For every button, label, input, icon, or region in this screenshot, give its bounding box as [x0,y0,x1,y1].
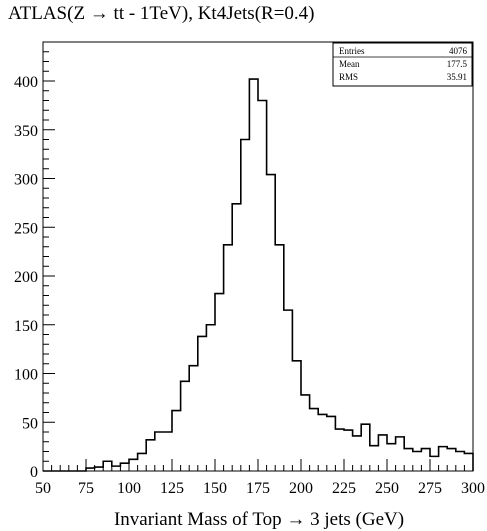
histogram-bin [413,452,422,472]
x-tick-label: 50 [35,480,51,497]
stats-entries-label: Entries [339,46,365,56]
histogram-bin [267,175,276,471]
x-tick-label: 275 [418,480,442,497]
stats-rms-value: 35.91 [447,72,467,82]
y-tick-label: 250 [14,220,38,237]
histogram-bin [232,204,241,471]
histogram-bin [378,435,387,471]
histogram-bin [361,424,370,471]
y-tick-label: 50 [22,415,38,432]
histogram-bin [344,430,353,471]
histogram-bin [172,411,181,471]
histogram-bin [189,366,198,471]
y-tick-label: 0 [30,464,38,481]
stats-mean-label: Mean [339,59,360,69]
y-tick-label: 150 [14,318,38,335]
histogram-bin [318,414,327,471]
stats-entries-value: 4076 [449,46,468,56]
histogram-bin [447,449,456,471]
x-tick-label: 300 [461,480,485,497]
histogram-bin [215,294,224,471]
y-tick-label: 100 [14,367,38,384]
x-tick-label: 125 [160,480,184,497]
histogram-bin [138,453,147,471]
histogram-bin [301,395,310,471]
histogram-bin [430,456,439,471]
stats-box: Entries 4076 Mean 177.5 RMS 35.91 [332,42,473,87]
histogram-bin [181,381,190,471]
histogram-bin [129,459,138,471]
histogram-bin [439,447,448,471]
histogram-bin [275,245,284,471]
x-axis-label: Invariant Mass of Top → 3 jets (GeV) [114,509,404,530]
histogram-bin [310,409,319,471]
histogram-bin [120,463,129,471]
histogram-bin [353,436,362,471]
histogram-bin [224,245,233,471]
histogram-bin [198,336,207,471]
x-tick-label: 175 [246,480,270,497]
stats-box-frame [332,42,473,87]
histogram-bin [327,416,336,471]
stats-rms-label: RMS [339,72,358,82]
y-tick-label: 300 [14,172,38,189]
histogram-bin [258,101,267,472]
x-tick-label: 100 [117,480,141,497]
histogram-bin [387,444,396,471]
axis-tick-labels: 50 75 100 125 150 175 200 225 250 275 300050100150… [14,74,485,497]
histogram-bins [86,79,473,471]
histogram-bin [292,361,301,471]
histogram-bin [456,452,465,472]
histogram-bin [249,79,258,471]
histogram-bin [421,449,430,471]
histogram-bin [370,446,379,471]
y-tick-label: 200 [14,269,38,286]
y-tick-label: 350 [14,123,38,140]
histogram-bin [146,440,155,471]
x-tick-label: 200 [289,480,313,497]
x-tick-label: 150 [203,480,227,497]
histogram-bin [404,449,413,471]
chart-title: ATLAS(Z → tt - 1TeV), Kt4Jets(R=0.4) [8,3,315,24]
histogram-bin [206,325,215,471]
histogram-bin [103,461,112,471]
histogram-outline [43,78,474,472]
histogram-bin [163,432,172,471]
histogram-bin [396,437,405,471]
x-tick-label: 225 [332,480,356,497]
histogram-bin [155,432,164,471]
histogram-bin [335,429,344,471]
histogram-bin [464,453,473,471]
histogram-bin [241,140,250,472]
stats-mean-value: 177.5 [447,59,468,69]
y-tick-label: 400 [14,74,38,91]
histogram-bin [284,310,293,471]
x-tick-label: 250 [375,480,399,497]
x-tick-label: 75 [78,480,94,497]
